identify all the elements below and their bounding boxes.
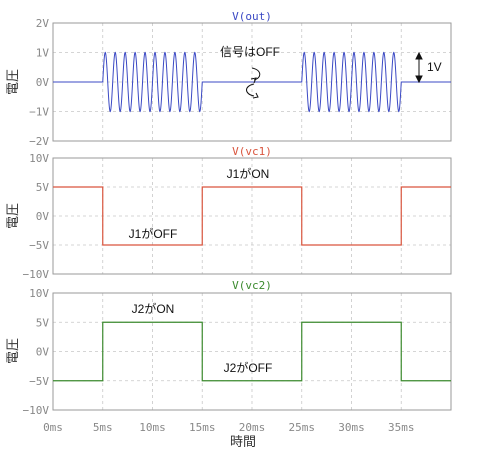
y-tick-label: 0V (36, 346, 50, 359)
y-tick-label: 5V (36, 316, 50, 329)
x-tick-label: 35ms (388, 421, 415, 434)
y-tick-label: 10V (29, 287, 49, 300)
series-line-vc2 (53, 321, 451, 382)
x-tick-label: 5ms (93, 421, 113, 434)
x-tick-label: 30ms (338, 421, 365, 434)
title-vout: V(out) (232, 10, 272, 23)
panel-vc1: V(vc1) 電圧 10V 5V 0V −5V −10V J1がON J1がOFF (6, 145, 452, 281)
series-line-vc1 (53, 186, 451, 246)
x-tick-label: 10ms (139, 421, 166, 434)
annotation-signal-off: 信号はOFF (220, 45, 280, 59)
y-tick-label: 1V (36, 47, 50, 60)
series-line-vout (53, 51, 451, 113)
panel-vout: V(out) 電圧 2V 1V 0V −1V −2V 信号はOFF 1V (6, 10, 452, 148)
y-tick-label: 5V (36, 181, 50, 194)
y-tick-label: −1V (29, 106, 49, 119)
x-tick-label: 25ms (289, 421, 316, 434)
y-tick-label: −10V (23, 404, 50, 417)
annotation-j1-on: J1がON (227, 166, 270, 181)
y-tick-label: 0V (36, 76, 50, 89)
annotation-j2-off: J2がOFF (224, 360, 273, 375)
y-tick-label: −5V (29, 375, 49, 388)
title-vc2: V(vc2) (232, 279, 272, 292)
ylabel-vout: 電圧 (6, 69, 21, 95)
x-axis-label: 時間 (230, 435, 256, 450)
panel-vc2: V(vc2) 電圧 10V 5V 0V −5V −10V J2がON J2がOFF (6, 279, 452, 417)
title-vc1: V(vc1) (232, 145, 272, 158)
annotation-amplitude: 1V (427, 60, 442, 74)
y-tick-label: −2V (29, 135, 49, 148)
x-axis-ticks: 0ms 5ms 10ms 15ms 20ms 25ms 30ms 35ms (43, 421, 414, 434)
y-tick-label: −5V (29, 239, 49, 252)
amplitude-arrow-icon (415, 51, 423, 84)
x-tick-label: 0ms (43, 421, 63, 434)
y-tick-label: 10V (29, 152, 49, 165)
annotation-j1-off: J1がOFF (129, 226, 178, 241)
x-tick-label: 15ms (189, 421, 216, 434)
ylabel-vc2: 電圧 (6, 338, 21, 364)
ylabel-vc1: 電圧 (6, 203, 21, 229)
y-tick-label: 2V (36, 17, 50, 30)
x-tick-label: 20ms (239, 421, 266, 434)
plot-frame-vc1 (52, 157, 452, 275)
annotation-j2-on: J2がON (132, 301, 175, 316)
rotate-arrows-icon (246, 67, 261, 99)
y-tick-label: 0V (36, 210, 50, 223)
y-tick-label: −10V (23, 268, 50, 281)
plot-frame-vc2 (52, 292, 452, 411)
